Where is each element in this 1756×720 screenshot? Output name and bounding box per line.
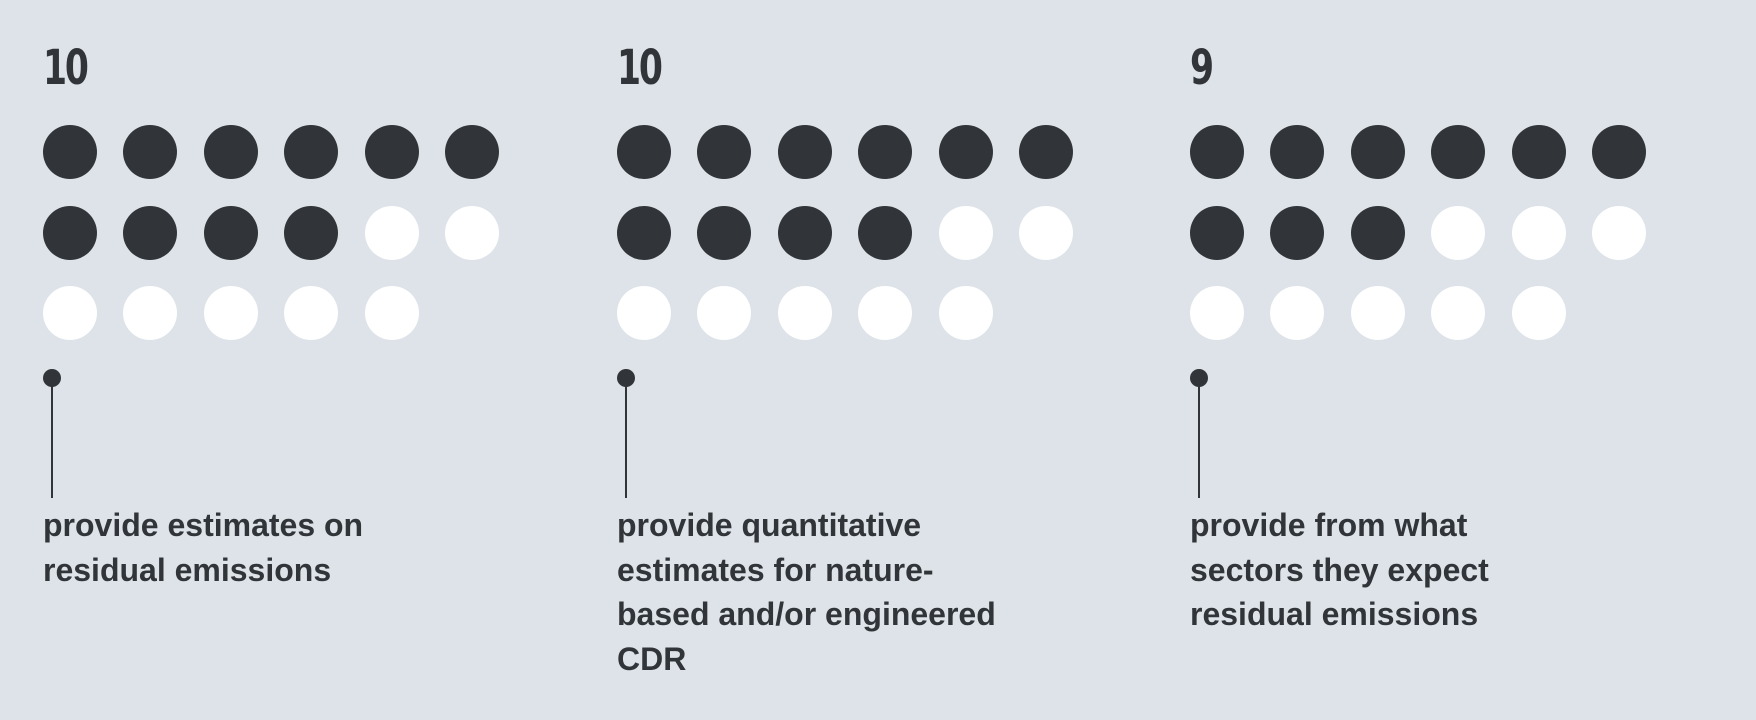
dot-filled	[858, 125, 913, 179]
dot-empty	[364, 205, 419, 260]
dot-filled	[43, 125, 97, 179]
dot-empty	[43, 286, 97, 340]
dot-empty	[1190, 286, 1244, 340]
dot-filled	[284, 125, 339, 179]
dot-empty	[445, 205, 499, 260]
pin-line	[51, 380, 53, 498]
dot-filled	[203, 205, 258, 260]
dot-filled	[1431, 125, 1486, 179]
dot-filled	[777, 125, 832, 179]
stat-panel-1: 10 provide estimates on residual emissio…	[43, 0, 543, 720]
dot-filled	[284, 205, 339, 260]
dot-empty	[364, 286, 419, 340]
dot-empty	[123, 286, 178, 340]
panel-label: provide from what sectors they expect re…	[1190, 507, 1489, 632]
dot-filled	[697, 125, 752, 179]
dot-filled	[364, 125, 419, 179]
dot-filled	[1270, 125, 1325, 179]
dot-empty	[284, 286, 339, 340]
dot-empty	[697, 286, 752, 340]
dot-filled	[1019, 125, 1073, 179]
dot-grid	[1190, 125, 1670, 345]
dot-filled	[1270, 205, 1325, 260]
pin-line	[1198, 380, 1200, 498]
dot-filled	[43, 205, 97, 260]
dot-filled	[123, 205, 178, 260]
dot-filled	[1190, 205, 1244, 260]
count-value: 10	[617, 40, 663, 96]
dot-filled	[123, 125, 178, 179]
panel-label: provide estimates on residual emissions	[43, 507, 364, 588]
stat-panel-2: 10 provide quantitative estimates for na…	[617, 0, 1117, 720]
dot-grid	[43, 125, 523, 345]
pin-dot-icon	[617, 369, 635, 387]
dot-empty	[858, 286, 913, 340]
stat-panel-3: 9 provide from what sectors they expect …	[1190, 0, 1690, 720]
dot-empty	[938, 286, 993, 340]
dot-filled	[617, 125, 671, 179]
panel-label: provide quantitative estimates for natur…	[617, 507, 996, 677]
count-value: 10	[43, 40, 89, 96]
dot-filled	[1190, 125, 1244, 179]
pin-dot-icon	[43, 369, 61, 387]
dot-filled	[1592, 125, 1646, 179]
dot-empty	[777, 286, 832, 340]
dot-filled	[938, 125, 993, 179]
dot-filled	[1350, 205, 1405, 260]
dot-empty	[1431, 205, 1486, 260]
dot-empty	[1511, 205, 1566, 260]
dot-empty	[1511, 286, 1566, 340]
dot-filled	[617, 205, 671, 260]
dot-filled	[203, 125, 258, 179]
dot-empty	[617, 286, 671, 340]
dot-empty	[1431, 286, 1486, 340]
dot-filled	[777, 205, 832, 260]
dot-empty	[1592, 205, 1646, 260]
dot-filled	[697, 205, 752, 260]
dot-filled	[445, 125, 499, 179]
dot-filled	[858, 205, 913, 260]
dot-empty	[938, 205, 993, 260]
dot-empty	[1019, 205, 1073, 260]
dot-empty	[1270, 286, 1325, 340]
dot-filled	[1350, 125, 1405, 179]
dot-empty	[203, 286, 258, 340]
dot-filled	[1511, 125, 1566, 179]
dot-empty	[1350, 286, 1405, 340]
count-value: 9	[1190, 40, 1214, 96]
dot-grid	[617, 125, 1097, 345]
pin-line	[625, 380, 627, 498]
pin-dot-icon	[1190, 369, 1208, 387]
